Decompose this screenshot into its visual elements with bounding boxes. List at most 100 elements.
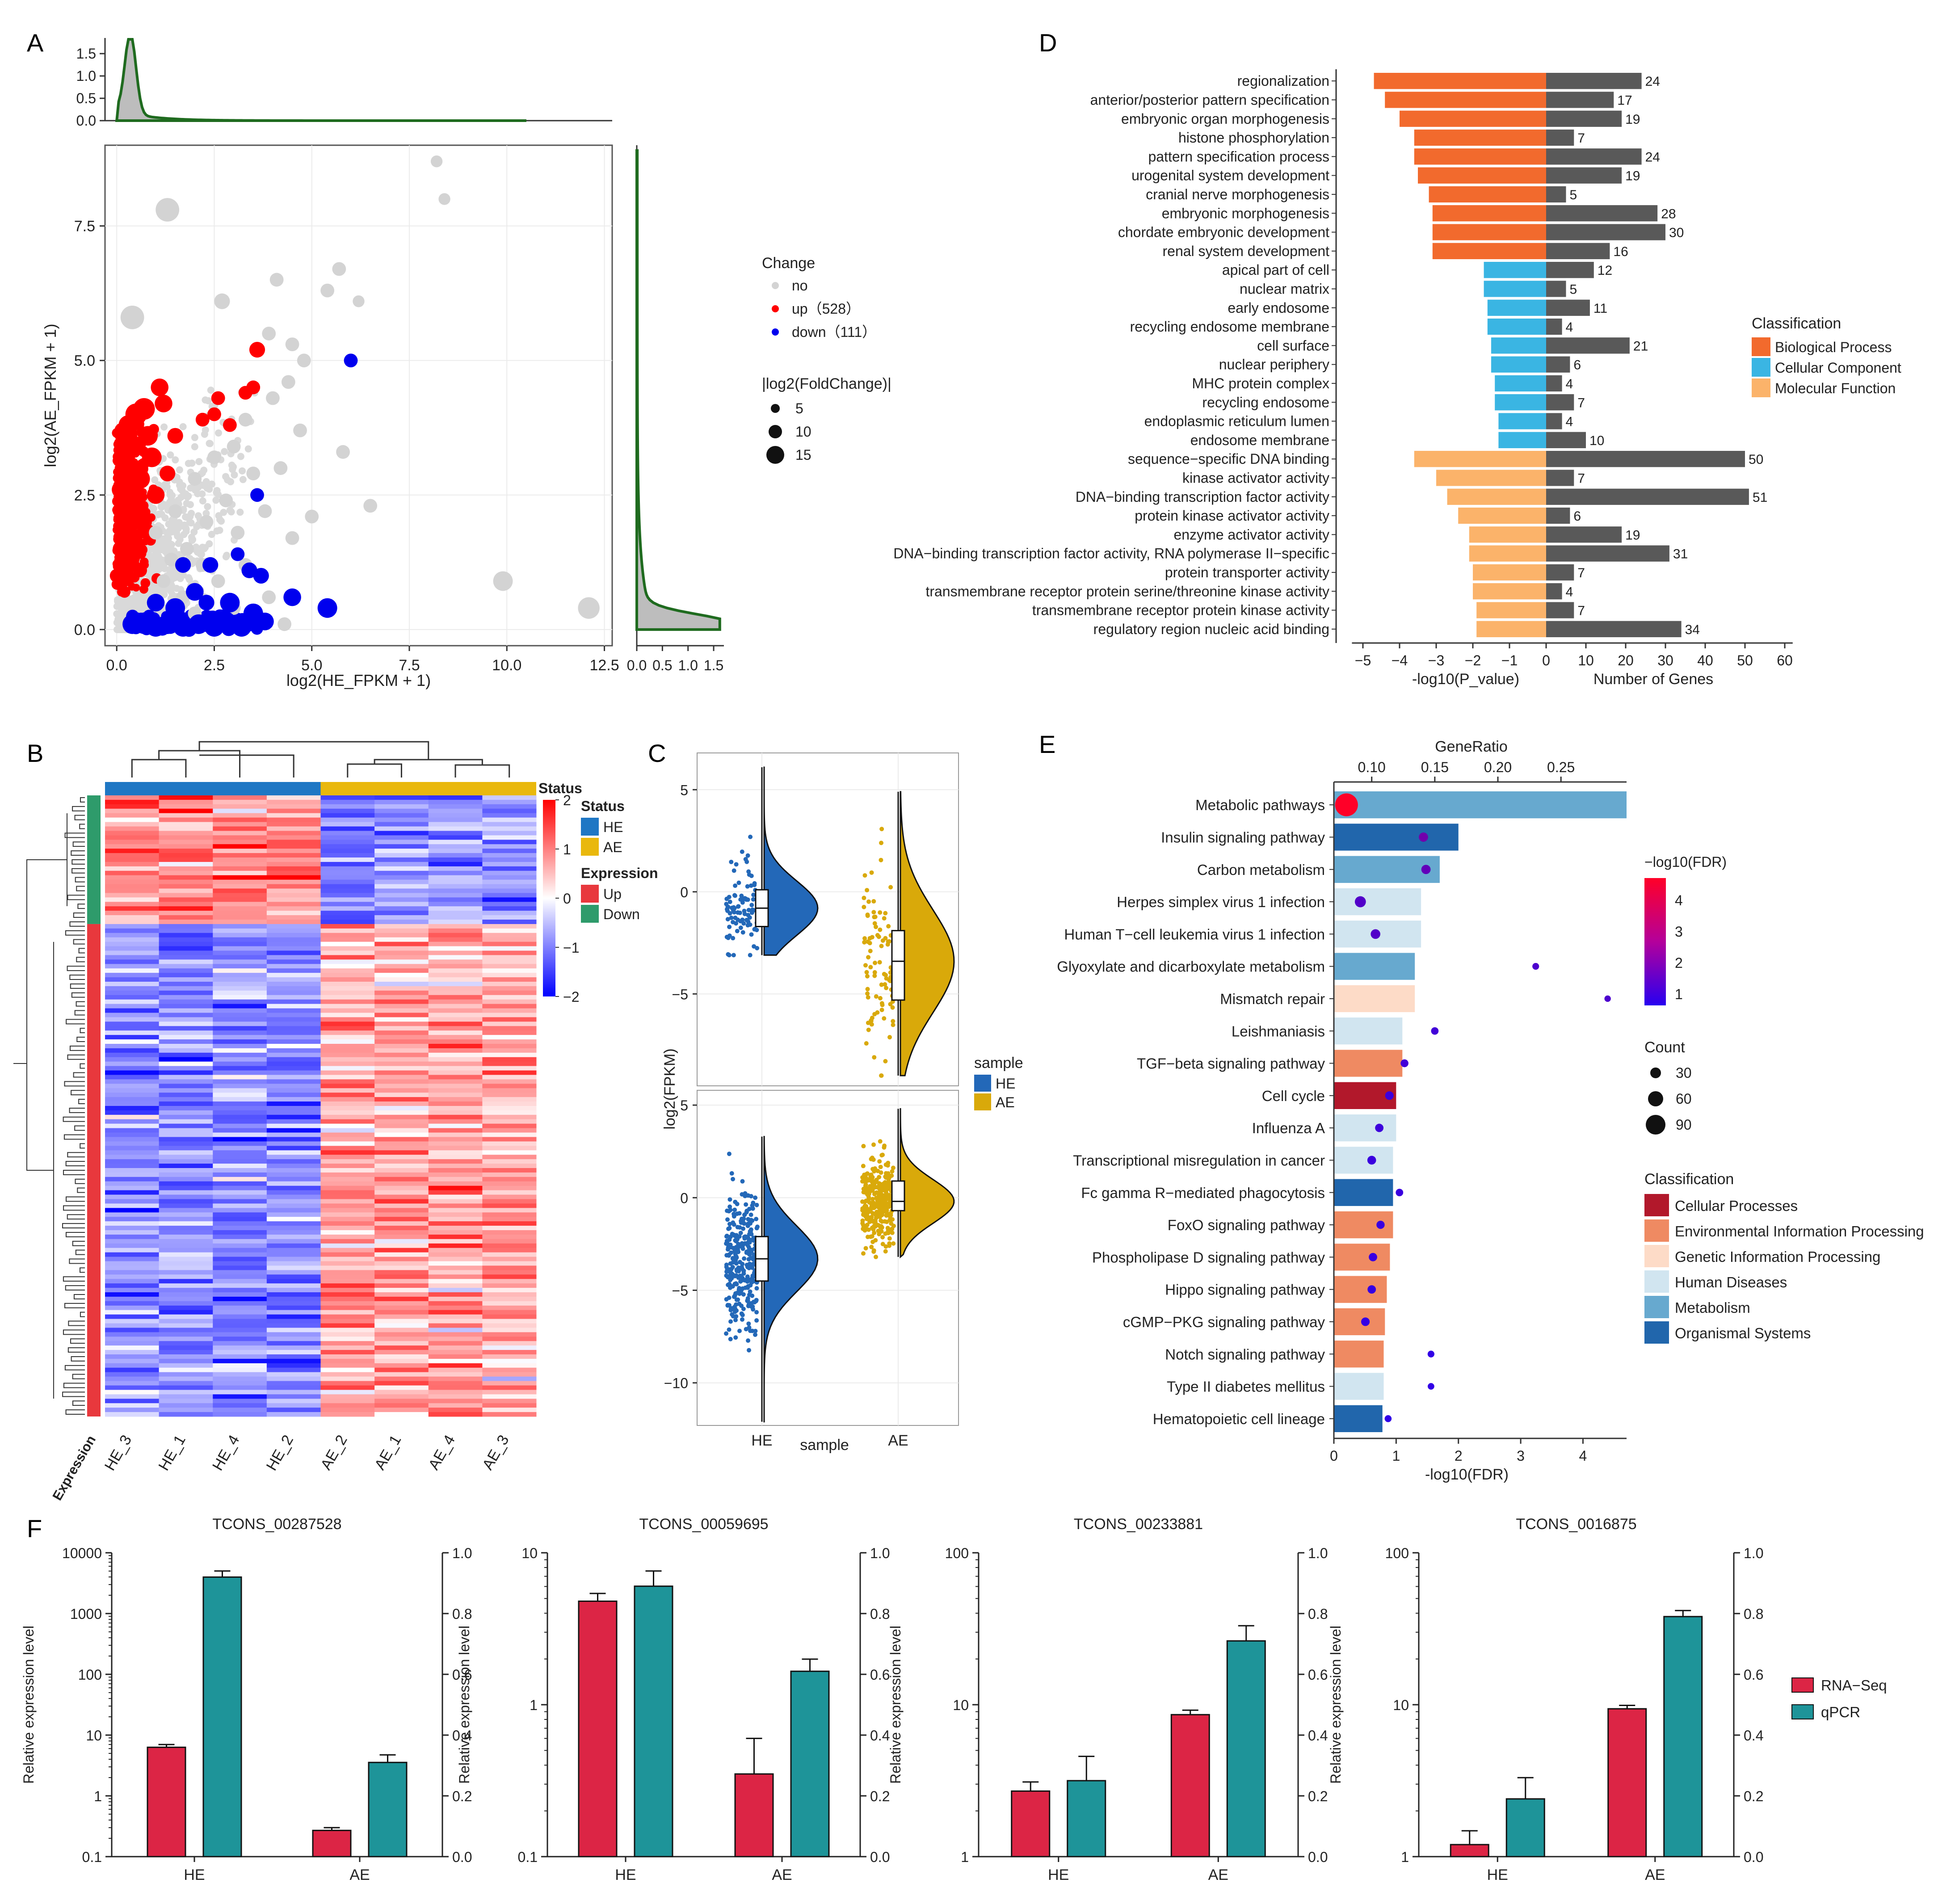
jitter-point-ae bbox=[871, 1142, 876, 1147]
jitter-point-ae bbox=[879, 1196, 884, 1201]
go-gene-count-label: 11 bbox=[1593, 301, 1607, 316]
jitter-point-ae bbox=[879, 841, 884, 845]
go-bar-pvalue bbox=[1473, 564, 1546, 581]
kegg-class-swatch bbox=[1644, 1296, 1669, 1318]
heatmap-cell bbox=[320, 1394, 375, 1399]
qpcr-legend-swatch bbox=[1791, 1704, 1814, 1719]
data-point-no bbox=[207, 450, 221, 464]
heatmap-cell bbox=[105, 1035, 160, 1040]
heatmap-cell bbox=[159, 1048, 213, 1053]
heatmap-cell bbox=[159, 955, 213, 960]
heatmap-cell bbox=[213, 840, 267, 845]
jitter-point-he bbox=[753, 926, 757, 931]
heatmap-cell bbox=[482, 1141, 537, 1146]
jitter-point-he bbox=[724, 896, 729, 901]
heatmap-cell bbox=[482, 1305, 537, 1311]
heatmap-cell bbox=[266, 817, 321, 823]
heatmap-cell bbox=[482, 1164, 537, 1168]
jitter-point-ae bbox=[862, 895, 866, 900]
heatmap-cell bbox=[320, 826, 375, 831]
heatmap-cell bbox=[213, 1203, 267, 1208]
qpcr-bar-qpcr bbox=[1226, 1640, 1266, 1858]
jitter-point-ae bbox=[887, 1218, 892, 1223]
kegg-dot bbox=[1367, 1156, 1376, 1165]
heatmap-cell bbox=[320, 808, 375, 814]
jitter-point-ae bbox=[891, 1022, 896, 1027]
heatmap-cell bbox=[213, 1061, 267, 1067]
heatmap-cell bbox=[159, 1350, 213, 1355]
heatmap-cell bbox=[482, 977, 537, 982]
heatmap-cell bbox=[320, 1177, 375, 1182]
kegg-dot bbox=[1376, 1220, 1385, 1229]
legend-status-swatch bbox=[581, 838, 599, 856]
heatmap-cell bbox=[482, 1367, 537, 1373]
kegg-bar bbox=[1334, 824, 1459, 851]
heatmap-cell bbox=[159, 1057, 213, 1062]
data-point-up bbox=[133, 398, 155, 420]
heatmap-cell bbox=[105, 1155, 160, 1160]
jitter-point-he bbox=[727, 1222, 732, 1227]
kegg-class-label: Organismal Systems bbox=[1675, 1325, 1811, 1341]
heatmap-cell bbox=[482, 1399, 537, 1404]
qpcr-right-tick-label: 0.0 bbox=[1744, 1849, 1763, 1865]
heatmap-cell bbox=[159, 1146, 213, 1151]
jitter-point-he bbox=[745, 923, 750, 928]
jitter-point-ae bbox=[870, 1016, 874, 1021]
data-point-no bbox=[297, 353, 311, 368]
heatmap-cell bbox=[374, 1137, 429, 1142]
heatmap-cell bbox=[482, 1039, 537, 1044]
jitter-point-ae bbox=[883, 1180, 887, 1185]
jitter-point-he bbox=[751, 892, 756, 897]
heatmap-cell bbox=[105, 1328, 160, 1332]
qpcr-category-label: AE bbox=[1208, 1866, 1228, 1883]
heatmap-cell bbox=[213, 924, 267, 929]
legend-size-title: |log2(FoldChange)| bbox=[762, 375, 891, 392]
heatmap-cell bbox=[320, 1168, 375, 1173]
go-gene-count-label: 7 bbox=[1577, 395, 1585, 410]
qpcr-right-tick-label: 0.0 bbox=[1308, 1849, 1328, 1865]
heatmap-cell bbox=[266, 1101, 321, 1106]
go-legend-label: Molecular Function bbox=[1775, 380, 1896, 396]
jitter-point-ae bbox=[865, 913, 870, 918]
heatmap-cell bbox=[428, 1305, 483, 1311]
go-gene-count-label: 17 bbox=[1617, 93, 1632, 108]
jitter-point-he bbox=[742, 1221, 747, 1226]
go-term-label: DNA−binding transcription factor activit… bbox=[1076, 489, 1329, 505]
kegg-x-axis-title: -log10(FDR) bbox=[1425, 1466, 1509, 1483]
data-point-no bbox=[493, 571, 513, 591]
heatmap-cell bbox=[320, 920, 375, 925]
jitter-point-he bbox=[745, 1285, 750, 1290]
heatmap-cell bbox=[482, 933, 537, 938]
heatmap-cell bbox=[482, 1328, 537, 1332]
heatmap-cell bbox=[159, 1185, 213, 1191]
qpcr-right-tick-label: 0.0 bbox=[870, 1849, 890, 1865]
kegg-class-swatch bbox=[1644, 1219, 1669, 1242]
heatmap-cell bbox=[374, 973, 429, 978]
go-bar-pvalue bbox=[1476, 602, 1546, 618]
heatmap-cell bbox=[213, 1226, 267, 1231]
heatmap-cell bbox=[159, 1226, 213, 1231]
heatmap-cell bbox=[374, 831, 429, 836]
heatmap-cell bbox=[428, 893, 483, 898]
heatmap-cell bbox=[105, 844, 160, 849]
go-term-label: recycling endosome membrane bbox=[1130, 319, 1329, 335]
heatmap-cell bbox=[266, 933, 321, 938]
jitter-point-he bbox=[724, 1262, 729, 1267]
background-point-no bbox=[237, 453, 244, 460]
heatmap-cell bbox=[213, 1004, 267, 1009]
heatmap-cell bbox=[374, 999, 429, 1005]
data-point-down bbox=[220, 593, 240, 613]
heatmap-cell bbox=[374, 1155, 429, 1160]
status-bar-label: Status bbox=[538, 780, 582, 796]
go-gene-count-label: 7 bbox=[1577, 471, 1585, 486]
scale-tick-label: −1 bbox=[563, 940, 579, 956]
heatmap-cell bbox=[213, 888, 267, 893]
heatmap-cell bbox=[374, 1017, 429, 1022]
heatmap-cell bbox=[320, 1323, 375, 1328]
jitter-point-ae bbox=[867, 1219, 872, 1224]
heatmap-cell bbox=[320, 1314, 375, 1320]
heatmap-cell bbox=[320, 1408, 375, 1412]
heatmap-cell bbox=[213, 1296, 267, 1302]
jitter-point-ae bbox=[887, 1236, 892, 1241]
heatmap-cell bbox=[374, 888, 429, 893]
